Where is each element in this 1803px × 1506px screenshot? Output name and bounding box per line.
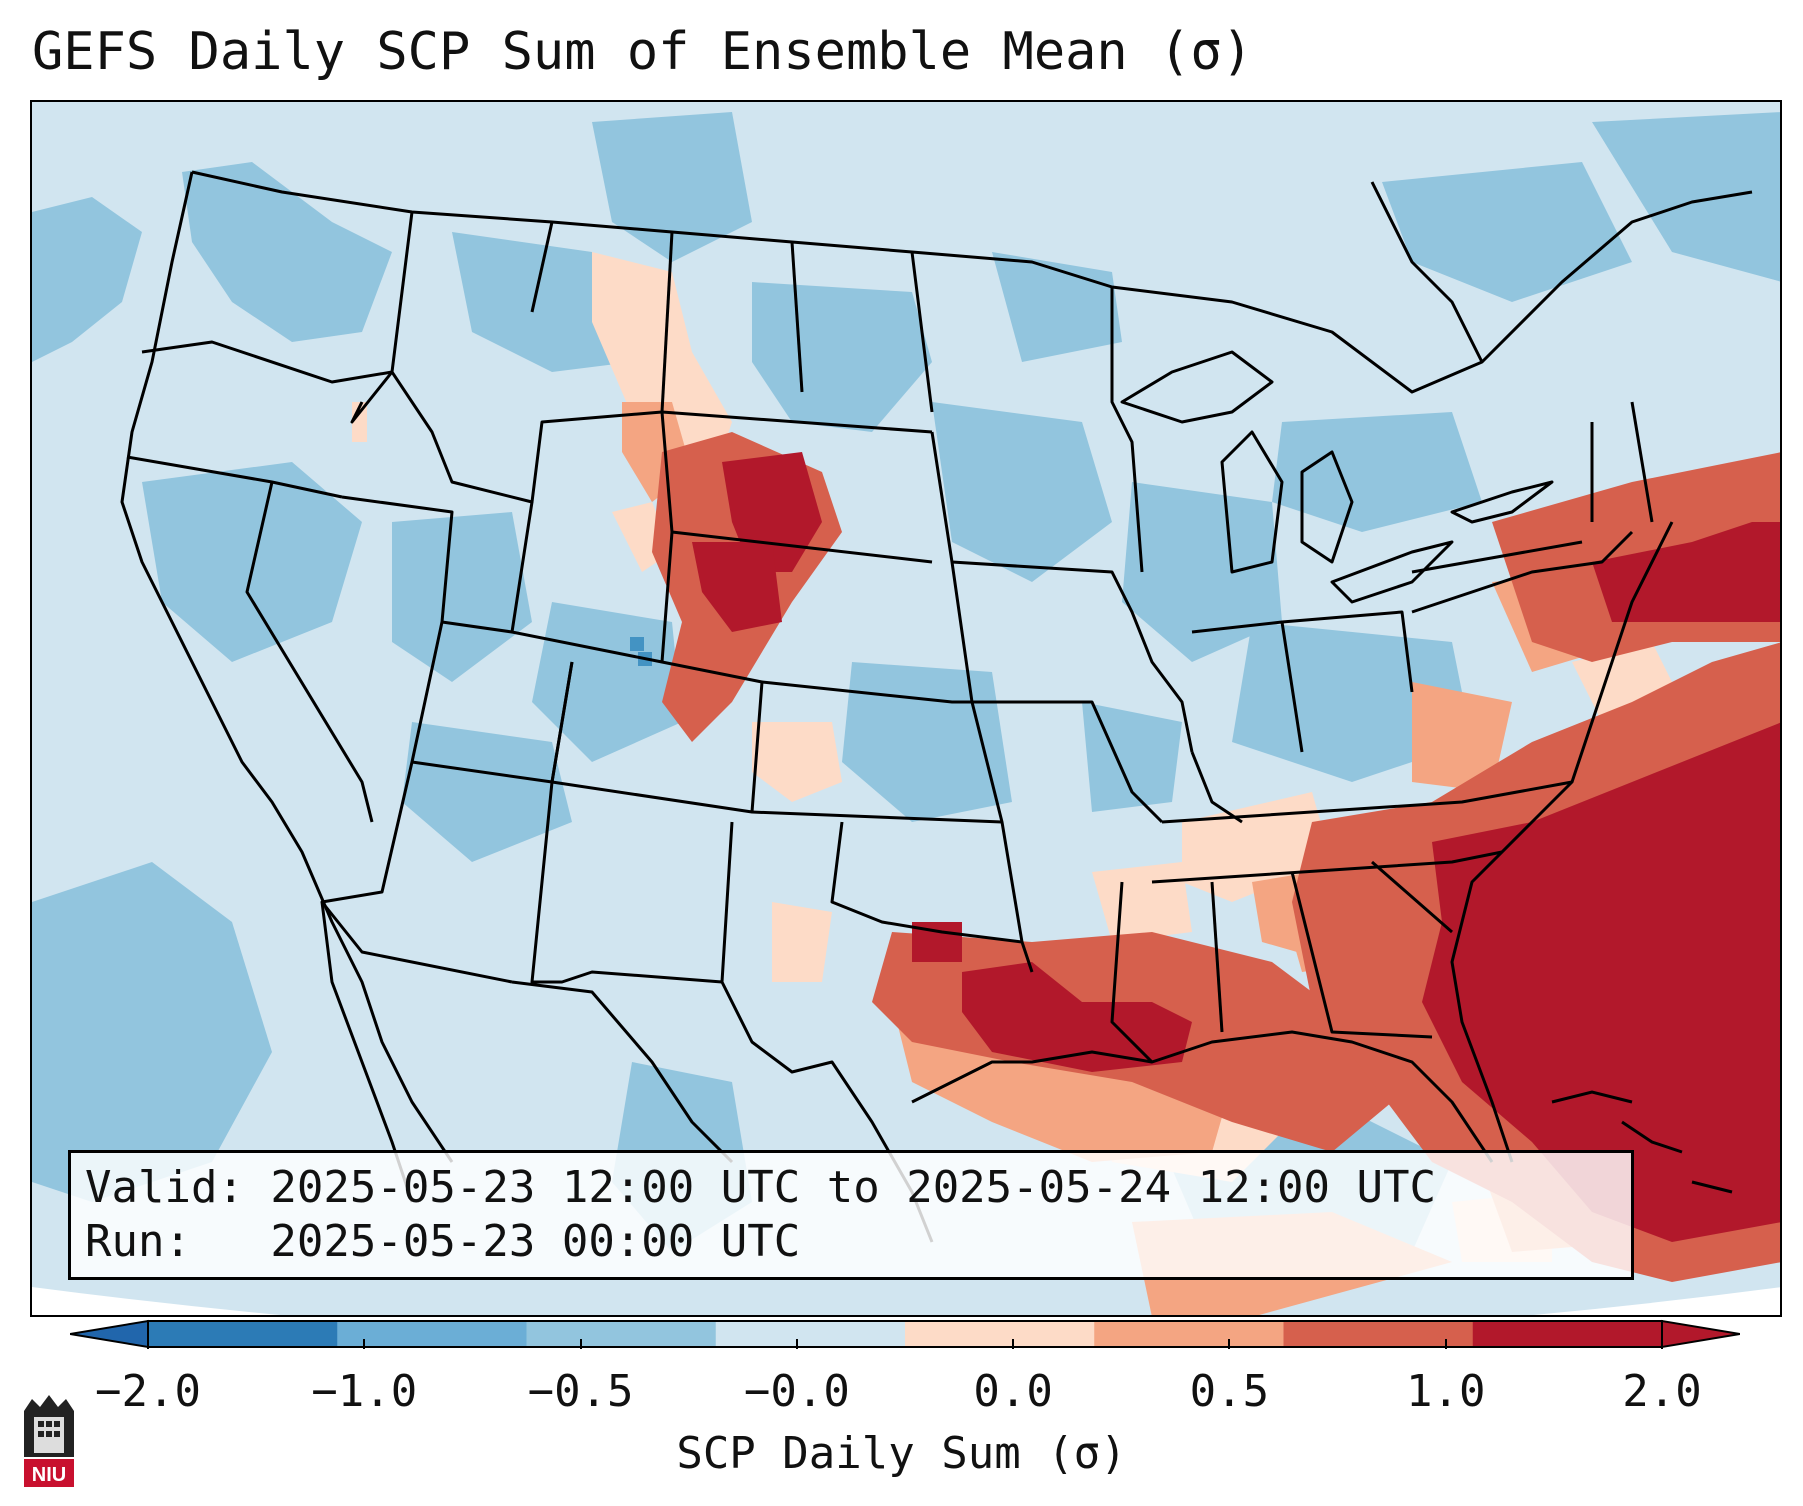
colorbar-tick-label: −2.0 [95,1366,201,1417]
valid-time-line: Valid: 2025-05-23 12:00 UTC to 2025-05-2… [85,1162,1437,1213]
colorbar-over-arrow [1661,1319,1740,1349]
niu-logo: NIU [24,1395,74,1487]
colorbar-tick-mark [1228,1339,1231,1349]
chart-title: GEFS Daily SCP Sum of Ensemble Mean (σ) [32,22,1253,82]
colorbar-segment [905,1321,1095,1347]
colorbar-tick-mark [363,1339,366,1349]
niu-logo-text: NIU [32,1464,66,1486]
colorbar-segment [148,1321,338,1347]
colorbar-segment [1283,1321,1474,1347]
colorbar-tick-label: 0.0 [973,1366,1053,1417]
colorbar-tick-label: −0.0 [743,1366,850,1417]
colorbar-tick-mark [1661,1339,1663,1349]
colorbar-tick-mark [147,1339,149,1349]
colorbar-segment [1472,1321,1663,1347]
colorbar-tick-mark [579,1339,582,1349]
colorbar-tick-label: 1.0 [1405,1366,1486,1417]
colorbar-tick-label: 0.5 [1189,1366,1270,1417]
map-frame [30,100,1782,1317]
colorbar-segment [337,1321,527,1347]
colorbar-label: SCP Daily Sum (σ) [676,1428,1127,1479]
colorbar-segment [526,1321,717,1347]
colorbar-tick-label: −0.5 [527,1366,634,1417]
colorbar-tick-mark [1012,1339,1015,1349]
colorbar-tick-mark [795,1339,798,1349]
valid-run-info-box: Valid: 2025-05-23 12:00 UTC to 2025-05-2… [68,1150,1634,1280]
run-time-line: Run: 2025-05-23 00:00 UTC [85,1216,801,1267]
colorbar-segment [715,1321,906,1347]
colorbar [70,1319,1740,1349]
colorbar-segments [147,1320,1663,1348]
colorbar-tick-mark [1444,1339,1447,1349]
colorbar-tick-label: 2.0 [1622,1366,1702,1417]
state-borders [120,170,1753,1243]
colorbar-under-arrow [70,1319,149,1349]
caribbean-islands [1551,1090,1733,1194]
colorbar-segment [1094,1321,1284,1347]
colorbar-tick-label: −1.0 [311,1366,418,1417]
map-svg [32,102,1780,1315]
